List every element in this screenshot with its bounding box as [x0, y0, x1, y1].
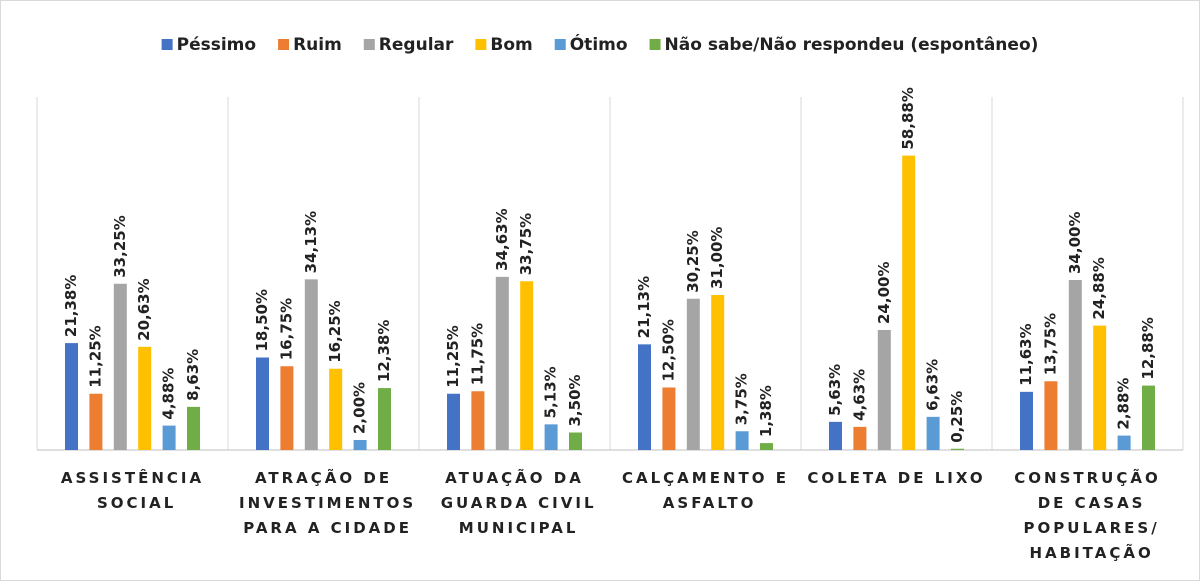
- bar: [304, 279, 318, 450]
- value-label: 24,88%: [1090, 257, 1108, 319]
- bar: [495, 276, 509, 450]
- value-label: 21,38%: [62, 275, 80, 337]
- x-tick-label: COLETA DE LIXO: [807, 469, 985, 487]
- bar: [447, 393, 460, 450]
- bar: [1142, 385, 1155, 450]
- value-label: 0,25%: [948, 391, 966, 443]
- value-label: 4,63%: [850, 369, 868, 421]
- value-label: 5,63%: [826, 364, 844, 416]
- value-label: 13,75%: [1041, 313, 1059, 375]
- value-label: 34,63%: [493, 208, 511, 270]
- legend-label: Regular: [379, 35, 454, 55]
- value-label: 16,25%: [326, 300, 344, 362]
- value-label: 58,88%: [899, 87, 917, 149]
- legend-swatch: [649, 39, 661, 50]
- bar: [1117, 435, 1131, 450]
- legend-label: Péssimo: [177, 35, 256, 55]
- value-label: 6,63%: [924, 359, 942, 411]
- bar: [187, 406, 200, 450]
- value-label: 11,75%: [468, 323, 486, 385]
- bar: [662, 387, 676, 450]
- bar: [353, 440, 367, 450]
- value-label: 34,00%: [1066, 212, 1084, 274]
- bar: [638, 344, 651, 450]
- legend-swatch: [278, 39, 290, 50]
- legend-swatch: [554, 39, 566, 50]
- bar: [1093, 325, 1107, 450]
- value-label: 31,00%: [708, 227, 726, 289]
- bar: [926, 416, 940, 450]
- value-label: 4,88%: [160, 368, 178, 420]
- value-label: 12,38%: [375, 320, 393, 382]
- x-tick-label: ASSISTÊNCIA SOCIAL: [61, 468, 204, 512]
- bar: [569, 432, 582, 450]
- bar: [951, 448, 964, 450]
- legend-swatch: [475, 39, 487, 50]
- bar: [471, 391, 485, 450]
- value-label: 24,00%: [875, 262, 893, 324]
- legend-swatch: [161, 39, 173, 50]
- value-label: 3,50%: [566, 374, 584, 426]
- legend-label: Ótimo: [570, 33, 628, 55]
- value-label: 11,25%: [86, 325, 104, 387]
- value-label: 18,50%: [253, 289, 271, 351]
- bar: [280, 366, 294, 450]
- value-label: 2,88%: [1115, 378, 1133, 430]
- value-label: 12,88%: [1139, 317, 1157, 379]
- bar: [877, 330, 891, 450]
- value-label: 11,25%: [444, 325, 462, 387]
- bar: [853, 426, 867, 450]
- bar: [65, 343, 78, 450]
- bar: [138, 346, 152, 450]
- bar: [1044, 381, 1058, 450]
- value-label: 20,63%: [135, 278, 153, 340]
- value-label: 2,00%: [351, 382, 369, 434]
- x-tick-label: ATUAÇÃO DA GUARDA CIVIL MUNICIPAL: [432, 468, 596, 537]
- bar: [1020, 391, 1033, 450]
- value-label: 3,75%: [733, 373, 751, 425]
- bar: [711, 295, 725, 450]
- bar: [902, 155, 916, 450]
- x-tick-label: CONSTRUÇÃO DE CASAS POPULARES/ HABITAÇÃO: [1014, 468, 1160, 562]
- bar: [329, 368, 343, 450]
- value-label: 30,25%: [684, 230, 702, 292]
- bar: [735, 431, 749, 450]
- legend-label: Ruim: [293, 35, 342, 55]
- bar: [256, 357, 269, 450]
- value-label: 34,13%: [302, 211, 320, 273]
- bar: [89, 393, 103, 450]
- bar: [113, 283, 127, 450]
- x-tick-label: CALÇAMENTO E ASFALTO: [622, 469, 789, 512]
- x-tick-label: ATRAÇÃO DE INVESTIMENTOS PARA A CIDADE: [231, 468, 416, 537]
- value-label: 33,75%: [517, 213, 535, 275]
- bar: [686, 298, 700, 450]
- legend-label: Não sabe/Não respondeu (espontâneo): [665, 35, 1039, 55]
- value-label: 8,63%: [184, 349, 202, 401]
- value-label: 1,38%: [757, 385, 775, 437]
- value-label: 12,50%: [659, 319, 677, 381]
- bar: [1068, 280, 1082, 450]
- value-label: 33,25%: [111, 215, 129, 277]
- value-label: 21,13%: [635, 276, 653, 338]
- bar: [544, 424, 558, 450]
- bar: [378, 388, 391, 450]
- value-label: 11,63%: [1017, 323, 1035, 385]
- bar: [760, 443, 773, 450]
- value-label: 16,75%: [277, 298, 295, 360]
- bar: [520, 281, 534, 450]
- value-label: 5,13%: [542, 366, 560, 418]
- bar: [162, 425, 176, 450]
- bar: [829, 421, 842, 450]
- legend-swatch: [363, 39, 375, 50]
- legend-label: Bom: [490, 35, 532, 55]
